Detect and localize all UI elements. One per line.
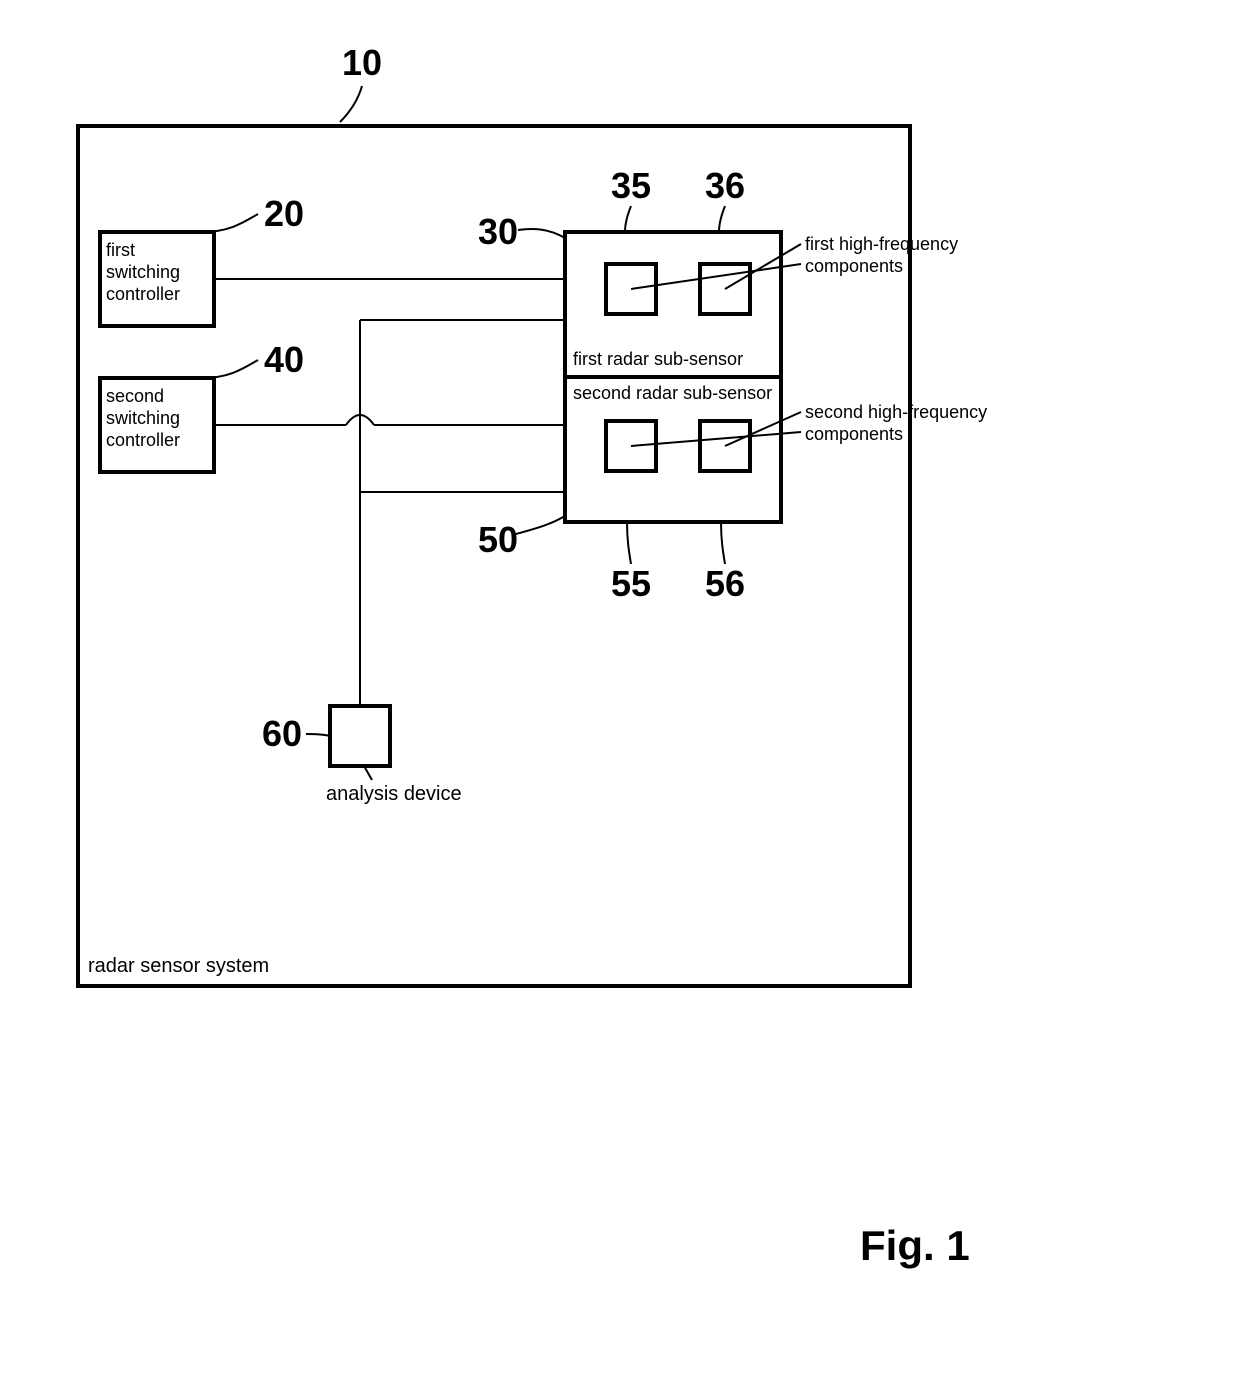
sub-sensor-2-label: second radar sub-sensor [573, 383, 772, 403]
leader-40 [202, 360, 258, 378]
leader-10 [340, 86, 362, 122]
hf-side-label-1: first high-frequency [805, 234, 958, 254]
leader-20 [202, 214, 258, 232]
ref-50: 50 [478, 519, 518, 560]
switching-controller-2-label: controller [106, 430, 180, 450]
hf-side-label-2: second high-frequency [805, 402, 987, 422]
sub-sensor-1-label: first radar sub-sensor [573, 349, 743, 369]
switching-controller-2-label: switching [106, 408, 180, 428]
leader-50 [516, 516, 565, 534]
leader-35 [625, 206, 631, 232]
switching-controller-1-label: controller [106, 284, 180, 304]
switching-controller-2-label: second [106, 386, 164, 406]
ref-10: 10 [342, 42, 382, 83]
leader-56 [721, 522, 725, 564]
ref-20: 20 [264, 193, 304, 234]
radar-sensor-system-label: radar sensor system [88, 955, 269, 977]
leader-analysis-label [364, 766, 372, 780]
leader-36 [719, 206, 725, 232]
ref-55: 55 [611, 563, 651, 604]
switching-controller-1-label: first [106, 240, 135, 260]
ref-36: 36 [705, 165, 745, 206]
leader-30 [518, 229, 565, 238]
hf-leader-2-b [725, 412, 801, 446]
hf-side-label-2: components [805, 424, 903, 444]
analysis-device-label: analysis device [326, 783, 462, 805]
ref-30: 30 [478, 211, 518, 252]
figure-caption: Fig. 1 [860, 1222, 970, 1269]
ref-60: 60 [262, 713, 302, 754]
switching-controller-1-label: switching [106, 262, 180, 282]
analysis-device [330, 706, 390, 766]
ref-56: 56 [705, 563, 745, 604]
ref-35: 35 [611, 165, 651, 206]
leader-55 [627, 522, 631, 564]
ref-40: 40 [264, 339, 304, 380]
leader-60 [306, 734, 330, 736]
hf-side-label-1: components [805, 256, 903, 276]
